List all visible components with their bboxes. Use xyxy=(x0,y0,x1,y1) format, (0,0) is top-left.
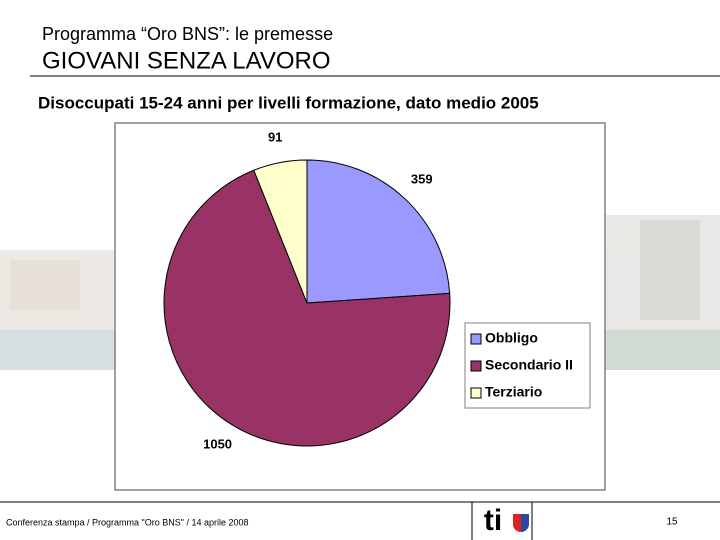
pie-slice xyxy=(306,159,451,304)
legend-label: Secondario II xyxy=(485,357,573,373)
data-label: 1050 xyxy=(203,437,232,452)
legend-swatch xyxy=(470,360,482,372)
footer-text: Conferenza stampa / Programma "Oro BNS" … xyxy=(6,517,249,527)
data-label: 359 xyxy=(411,172,433,187)
legend-swatch xyxy=(470,333,482,345)
chart-title: Disoccupati 15-24 anni per livelli forma… xyxy=(38,93,539,112)
background-photo xyxy=(0,215,720,370)
logo-text: ti xyxy=(484,504,502,537)
pie-slice xyxy=(253,159,308,304)
legend: Obbligo Secondario II Terziario xyxy=(470,330,573,400)
legend-swatch xyxy=(470,387,482,399)
legend-box xyxy=(464,322,591,409)
pie: 359 1050 91 xyxy=(163,129,451,452)
page-number: 15 xyxy=(666,517,678,528)
data-label: 91 xyxy=(268,129,282,144)
legend-label: Terziario xyxy=(485,384,542,400)
slide-subtitle: GIOVANI SENZA LAVORO xyxy=(42,47,331,74)
slide-title: Programma “Oro BNS”: le premesse xyxy=(42,24,333,44)
legend-label: Obbligo xyxy=(485,330,538,346)
logo-shield xyxy=(513,514,521,532)
pie-slice xyxy=(163,169,451,447)
